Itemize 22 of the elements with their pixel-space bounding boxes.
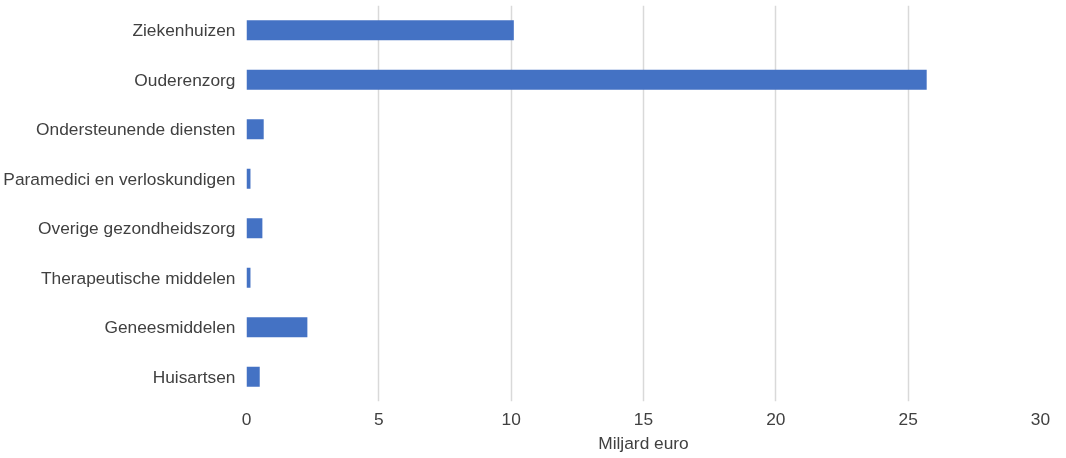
bar (246, 218, 263, 239)
bar (246, 69, 927, 90)
bar (246, 366, 260, 387)
bar (246, 20, 514, 41)
bar (246, 317, 308, 338)
x-axis-title: Miljard euro (598, 432, 689, 453)
x-tick-label: 0 (241, 408, 252, 429)
y-tick-label: Ziekenhuizen (132, 20, 236, 41)
x-tick-label: 10 (501, 408, 521, 429)
y-tick-label: Huisartsen (152, 366, 236, 387)
x-tick-label: 30 (1030, 408, 1051, 429)
y-tick-label: Overige gezondheidszorg (38, 218, 236, 239)
x-tick-label: 20 (766, 408, 786, 429)
y-tick-label: Therapeutische middelen (40, 267, 236, 288)
bar (246, 119, 264, 140)
x-tick-label: 5 (374, 408, 384, 429)
x-tick-label: 15 (633, 408, 654, 429)
y-tick-label: Ouderenzorg (134, 69, 236, 90)
y-tick-label: Ondersteunende diensten (36, 119, 236, 140)
x-tick-label: 25 (898, 408, 918, 429)
y-tick-label: Geneesmiddelen (104, 317, 236, 338)
y-tick-label: Paramedici en verloskundigen (3, 168, 236, 189)
